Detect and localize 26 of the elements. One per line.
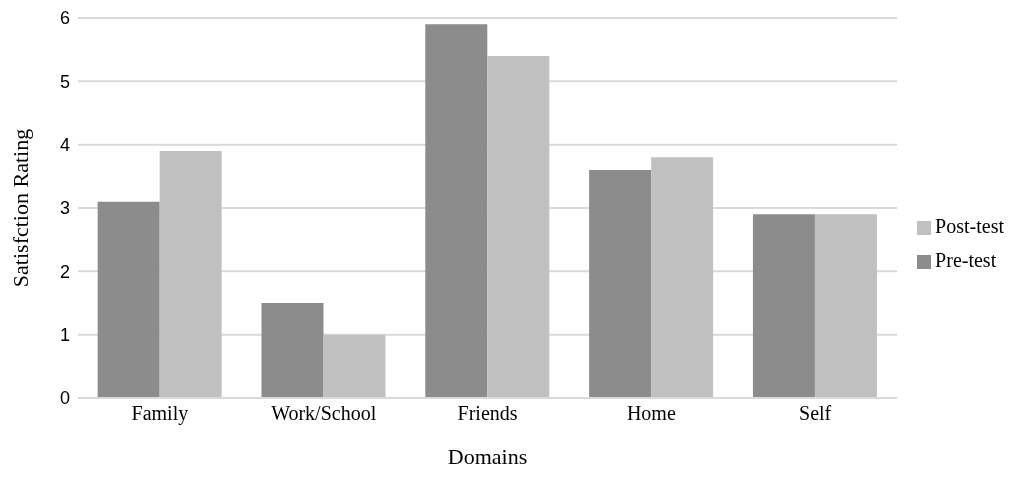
y-tick-label: 1 xyxy=(59,325,70,346)
y-tick-label: 2 xyxy=(59,261,70,282)
legend-label: Pre-test xyxy=(935,249,997,271)
x-tick-label: Friends xyxy=(457,402,518,425)
bar xyxy=(323,334,386,398)
y-tick-label: 6 xyxy=(59,8,70,29)
x-axis-title: Domains xyxy=(447,443,528,469)
bar xyxy=(159,151,222,398)
y-tick-label: 3 xyxy=(59,198,70,219)
y-axis-title: Satisfction Rating xyxy=(7,128,33,288)
y-tick-label: 5 xyxy=(59,71,70,92)
x-tick-label: Home xyxy=(626,402,676,425)
legend-label: Post-test xyxy=(935,215,1004,237)
bar xyxy=(97,201,160,398)
bar xyxy=(752,214,815,398)
x-tick-label: Work/School xyxy=(271,402,377,425)
bar xyxy=(651,157,714,398)
x-tick-label: Self xyxy=(799,402,832,425)
y-tick-label: 0 xyxy=(59,388,70,409)
bar xyxy=(589,170,652,398)
y-tick-label: 4 xyxy=(59,135,70,156)
bar xyxy=(814,214,877,398)
bar xyxy=(425,24,488,398)
x-tick-label: Family xyxy=(131,402,189,426)
bar xyxy=(261,303,324,398)
bar xyxy=(487,56,550,398)
